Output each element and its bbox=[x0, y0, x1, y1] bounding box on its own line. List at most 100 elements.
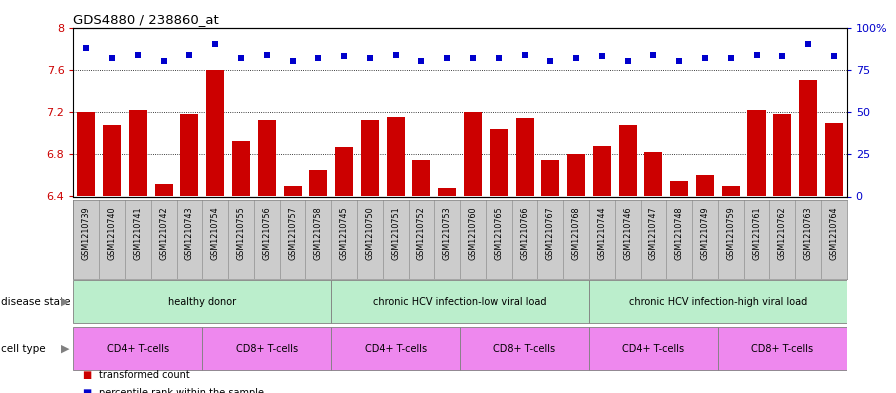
Text: GSM1210745: GSM1210745 bbox=[340, 207, 349, 260]
Bar bbox=[387, 117, 405, 196]
Point bbox=[337, 53, 351, 59]
Bar bbox=[103, 125, 121, 196]
Bar bbox=[73, 327, 202, 371]
Text: CD8+ T-cells: CD8+ T-cells bbox=[494, 344, 556, 354]
Bar bbox=[461, 327, 589, 371]
Point bbox=[775, 53, 789, 59]
Point bbox=[724, 55, 738, 61]
Text: GSM1210763: GSM1210763 bbox=[804, 207, 813, 260]
Point bbox=[646, 51, 660, 58]
Text: GSM1210768: GSM1210768 bbox=[572, 207, 581, 260]
Text: GSM1210743: GSM1210743 bbox=[185, 207, 194, 260]
Point bbox=[131, 51, 145, 58]
Point bbox=[234, 55, 248, 61]
Point bbox=[79, 45, 93, 51]
Bar bbox=[490, 129, 508, 196]
Text: GSM1210756: GSM1210756 bbox=[263, 207, 271, 260]
Text: GSM1210755: GSM1210755 bbox=[237, 207, 246, 261]
Point bbox=[698, 55, 712, 61]
Text: ■: ■ bbox=[82, 388, 91, 393]
Point bbox=[105, 55, 119, 61]
Text: GSM1210762: GSM1210762 bbox=[778, 207, 787, 260]
Text: CD4+ T-cells: CD4+ T-cells bbox=[107, 344, 169, 354]
Bar bbox=[258, 120, 276, 196]
Point bbox=[389, 51, 403, 58]
Text: ▶: ▶ bbox=[61, 297, 69, 307]
Text: cell type: cell type bbox=[1, 344, 46, 354]
Text: GSM1210767: GSM1210767 bbox=[546, 207, 555, 260]
Point bbox=[286, 58, 300, 64]
Text: CD8+ T-cells: CD8+ T-cells bbox=[751, 344, 814, 354]
Text: GSM1210750: GSM1210750 bbox=[366, 207, 375, 260]
Point bbox=[620, 58, 634, 64]
Text: GSM1210739: GSM1210739 bbox=[82, 207, 90, 260]
Bar bbox=[232, 141, 250, 196]
Point bbox=[414, 58, 428, 64]
Bar bbox=[825, 123, 843, 196]
Bar bbox=[515, 118, 533, 196]
Bar bbox=[283, 186, 302, 196]
Bar bbox=[332, 280, 589, 323]
Text: GSM1210758: GSM1210758 bbox=[314, 207, 323, 260]
Bar bbox=[73, 280, 332, 323]
Point bbox=[466, 55, 480, 61]
Text: GSM1210747: GSM1210747 bbox=[649, 207, 658, 260]
Bar bbox=[361, 120, 379, 196]
Text: GSM1210766: GSM1210766 bbox=[520, 207, 529, 260]
Bar bbox=[412, 160, 430, 196]
Bar bbox=[644, 152, 662, 196]
Bar bbox=[77, 112, 95, 196]
Point bbox=[260, 51, 274, 58]
Bar bbox=[799, 80, 817, 196]
Text: chronic HCV infection-low viral load: chronic HCV infection-low viral load bbox=[374, 297, 547, 307]
Text: GSM1210764: GSM1210764 bbox=[830, 207, 839, 260]
Text: GSM1210741: GSM1210741 bbox=[134, 207, 142, 260]
Bar bbox=[438, 188, 456, 196]
Text: GSM1210740: GSM1210740 bbox=[108, 207, 116, 260]
Bar bbox=[541, 160, 559, 196]
Bar bbox=[155, 184, 173, 196]
Point bbox=[801, 41, 815, 48]
Point bbox=[440, 55, 454, 61]
Point bbox=[672, 58, 686, 64]
Text: GSM1210746: GSM1210746 bbox=[623, 207, 633, 260]
Bar bbox=[670, 181, 688, 196]
Text: GSM1210765: GSM1210765 bbox=[495, 207, 504, 260]
Bar bbox=[335, 147, 353, 196]
Bar bbox=[180, 114, 199, 196]
Bar bbox=[696, 175, 714, 196]
Bar bbox=[721, 186, 740, 196]
Point bbox=[749, 51, 763, 58]
Point bbox=[595, 53, 609, 59]
Bar bbox=[309, 170, 327, 196]
Point bbox=[492, 55, 506, 61]
Bar bbox=[464, 112, 482, 196]
Point bbox=[157, 58, 171, 64]
Text: GSM1210751: GSM1210751 bbox=[392, 207, 401, 260]
Text: GSM1210753: GSM1210753 bbox=[443, 207, 452, 260]
Bar bbox=[618, 125, 637, 196]
Text: GSM1210749: GSM1210749 bbox=[701, 207, 710, 260]
Point bbox=[569, 55, 583, 61]
Text: GDS4880 / 238860_at: GDS4880 / 238860_at bbox=[73, 13, 220, 26]
Bar bbox=[589, 327, 718, 371]
Bar bbox=[202, 327, 332, 371]
Bar bbox=[129, 110, 147, 196]
Text: chronic HCV infection-high viral load: chronic HCV infection-high viral load bbox=[629, 297, 807, 307]
Text: GSM1210754: GSM1210754 bbox=[211, 207, 220, 260]
Bar bbox=[593, 146, 611, 196]
Text: GSM1210757: GSM1210757 bbox=[288, 207, 297, 261]
Point bbox=[363, 55, 377, 61]
Bar bbox=[747, 110, 765, 196]
Text: percentile rank within the sample: percentile rank within the sample bbox=[99, 388, 263, 393]
Point bbox=[311, 55, 325, 61]
Text: CD4+ T-cells: CD4+ T-cells bbox=[365, 344, 426, 354]
Text: CD8+ T-cells: CD8+ T-cells bbox=[236, 344, 297, 354]
Text: GSM1210760: GSM1210760 bbox=[469, 207, 478, 260]
Point bbox=[543, 58, 557, 64]
Text: ■: ■ bbox=[82, 370, 91, 380]
Text: ▶: ▶ bbox=[61, 344, 69, 354]
Text: GSM1210759: GSM1210759 bbox=[727, 207, 736, 261]
Text: disease state: disease state bbox=[1, 297, 71, 307]
Point bbox=[208, 41, 222, 48]
